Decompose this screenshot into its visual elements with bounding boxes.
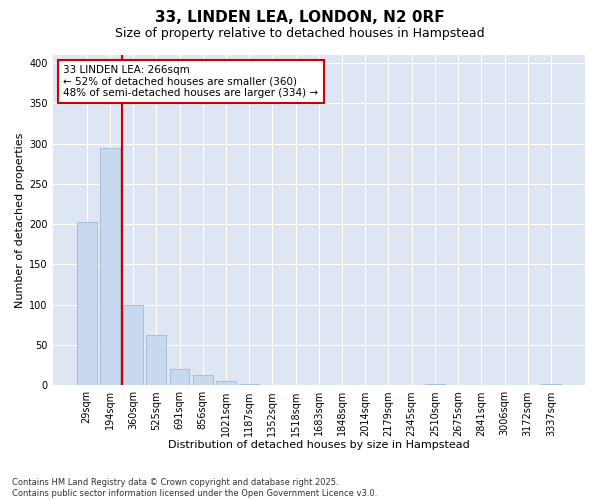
Bar [263,384,282,386]
Bar [425,384,445,386]
Bar [100,148,120,386]
Text: Contains HM Land Registry data © Crown copyright and database right 2025.
Contai: Contains HM Land Registry data © Crown c… [12,478,377,498]
Bar [472,384,491,386]
Bar [193,375,212,386]
Bar [77,222,97,386]
Text: Size of property relative to detached houses in Hampstead: Size of property relative to detached ho… [115,28,485,40]
Bar [541,384,561,386]
Bar [146,336,166,386]
Bar [123,305,143,386]
Bar [170,369,190,386]
Text: 33 LINDEN LEA: 266sqm
← 52% of detached houses are smaller (360)
48% of semi-det: 33 LINDEN LEA: 266sqm ← 52% of detached … [63,65,319,98]
Text: 33, LINDEN LEA, LONDON, N2 0RF: 33, LINDEN LEA, LONDON, N2 0RF [155,10,445,25]
Y-axis label: Number of detached properties: Number of detached properties [15,132,25,308]
Bar [216,380,236,386]
Bar [239,384,259,386]
X-axis label: Distribution of detached houses by size in Hampstead: Distribution of detached houses by size … [168,440,470,450]
